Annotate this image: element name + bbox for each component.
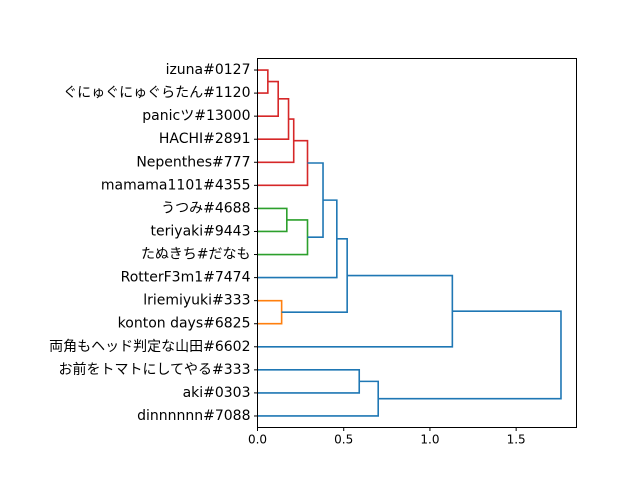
dendrogram-link-c12 — [257, 369, 361, 394]
dendrogram-link-c14 — [378, 310, 562, 400]
dendrogram-link-c2 — [257, 98, 290, 141]
dendrogram-link-c7 — [307, 162, 324, 239]
dendrogram-link-c8 — [257, 199, 338, 279]
leaf-label: konton days#6825 — [118, 316, 251, 332]
x-tick-label: 1.5 — [507, 433, 526, 447]
leaf-label: lriemiyuki#333 — [143, 293, 250, 309]
leaf-label: お前をトマトにしてやる#333 — [58, 361, 250, 378]
leaf-label: Nepenthes#777 — [136, 154, 250, 170]
dendrogram-link-c6 — [257, 219, 309, 256]
dendrogram-links — [257, 69, 562, 417]
leaf-label: aki#0303 — [183, 385, 251, 401]
dendrogram-link-c5 — [257, 207, 288, 233]
x-axis: 0.0 0.5 1.0 1.5 — [248, 427, 526, 447]
leaf-label: RotterF3m1#7474 — [121, 270, 251, 286]
x-tick-label: 1.0 — [420, 433, 439, 447]
leaf-label: dinnnnnn#7088 — [137, 408, 250, 424]
leaf-label: たぬきち#だなも — [141, 247, 250, 263]
x-tick-label: 0.0 — [248, 433, 267, 447]
dendrogram-link-c11 — [257, 274, 454, 348]
leaf-label: mamama1101#4355 — [101, 177, 251, 193]
dendrogram-link-c9 — [257, 299, 283, 325]
dendrogram-link-c0 — [257, 69, 269, 94]
leaf-label: panicツ#13000 — [142, 108, 250, 124]
leaf-label: ぐにゅぐにゅぐらたん#1120 — [63, 85, 250, 101]
plot-frame — [257, 58, 577, 428]
y-axis: izuna#0127 ぐにゅぐにゅぐらたん#1120 panicツ#13000 HAC… — [49, 62, 258, 424]
leaf-label: うつみ#4688 — [161, 200, 250, 216]
leaf-label: 両角もヘッド判定な山田#6602 — [49, 339, 250, 355]
dendrogram-link-c13 — [257, 380, 380, 417]
leaf-label: izuna#0127 — [166, 62, 251, 78]
leaf-label: HACHI#2891 — [159, 131, 251, 147]
leaf-label: teriyaki#9443 — [151, 223, 251, 239]
dendrogram-link-c4 — [257, 139, 309, 187]
x-tick-label: 0.5 — [334, 433, 353, 447]
